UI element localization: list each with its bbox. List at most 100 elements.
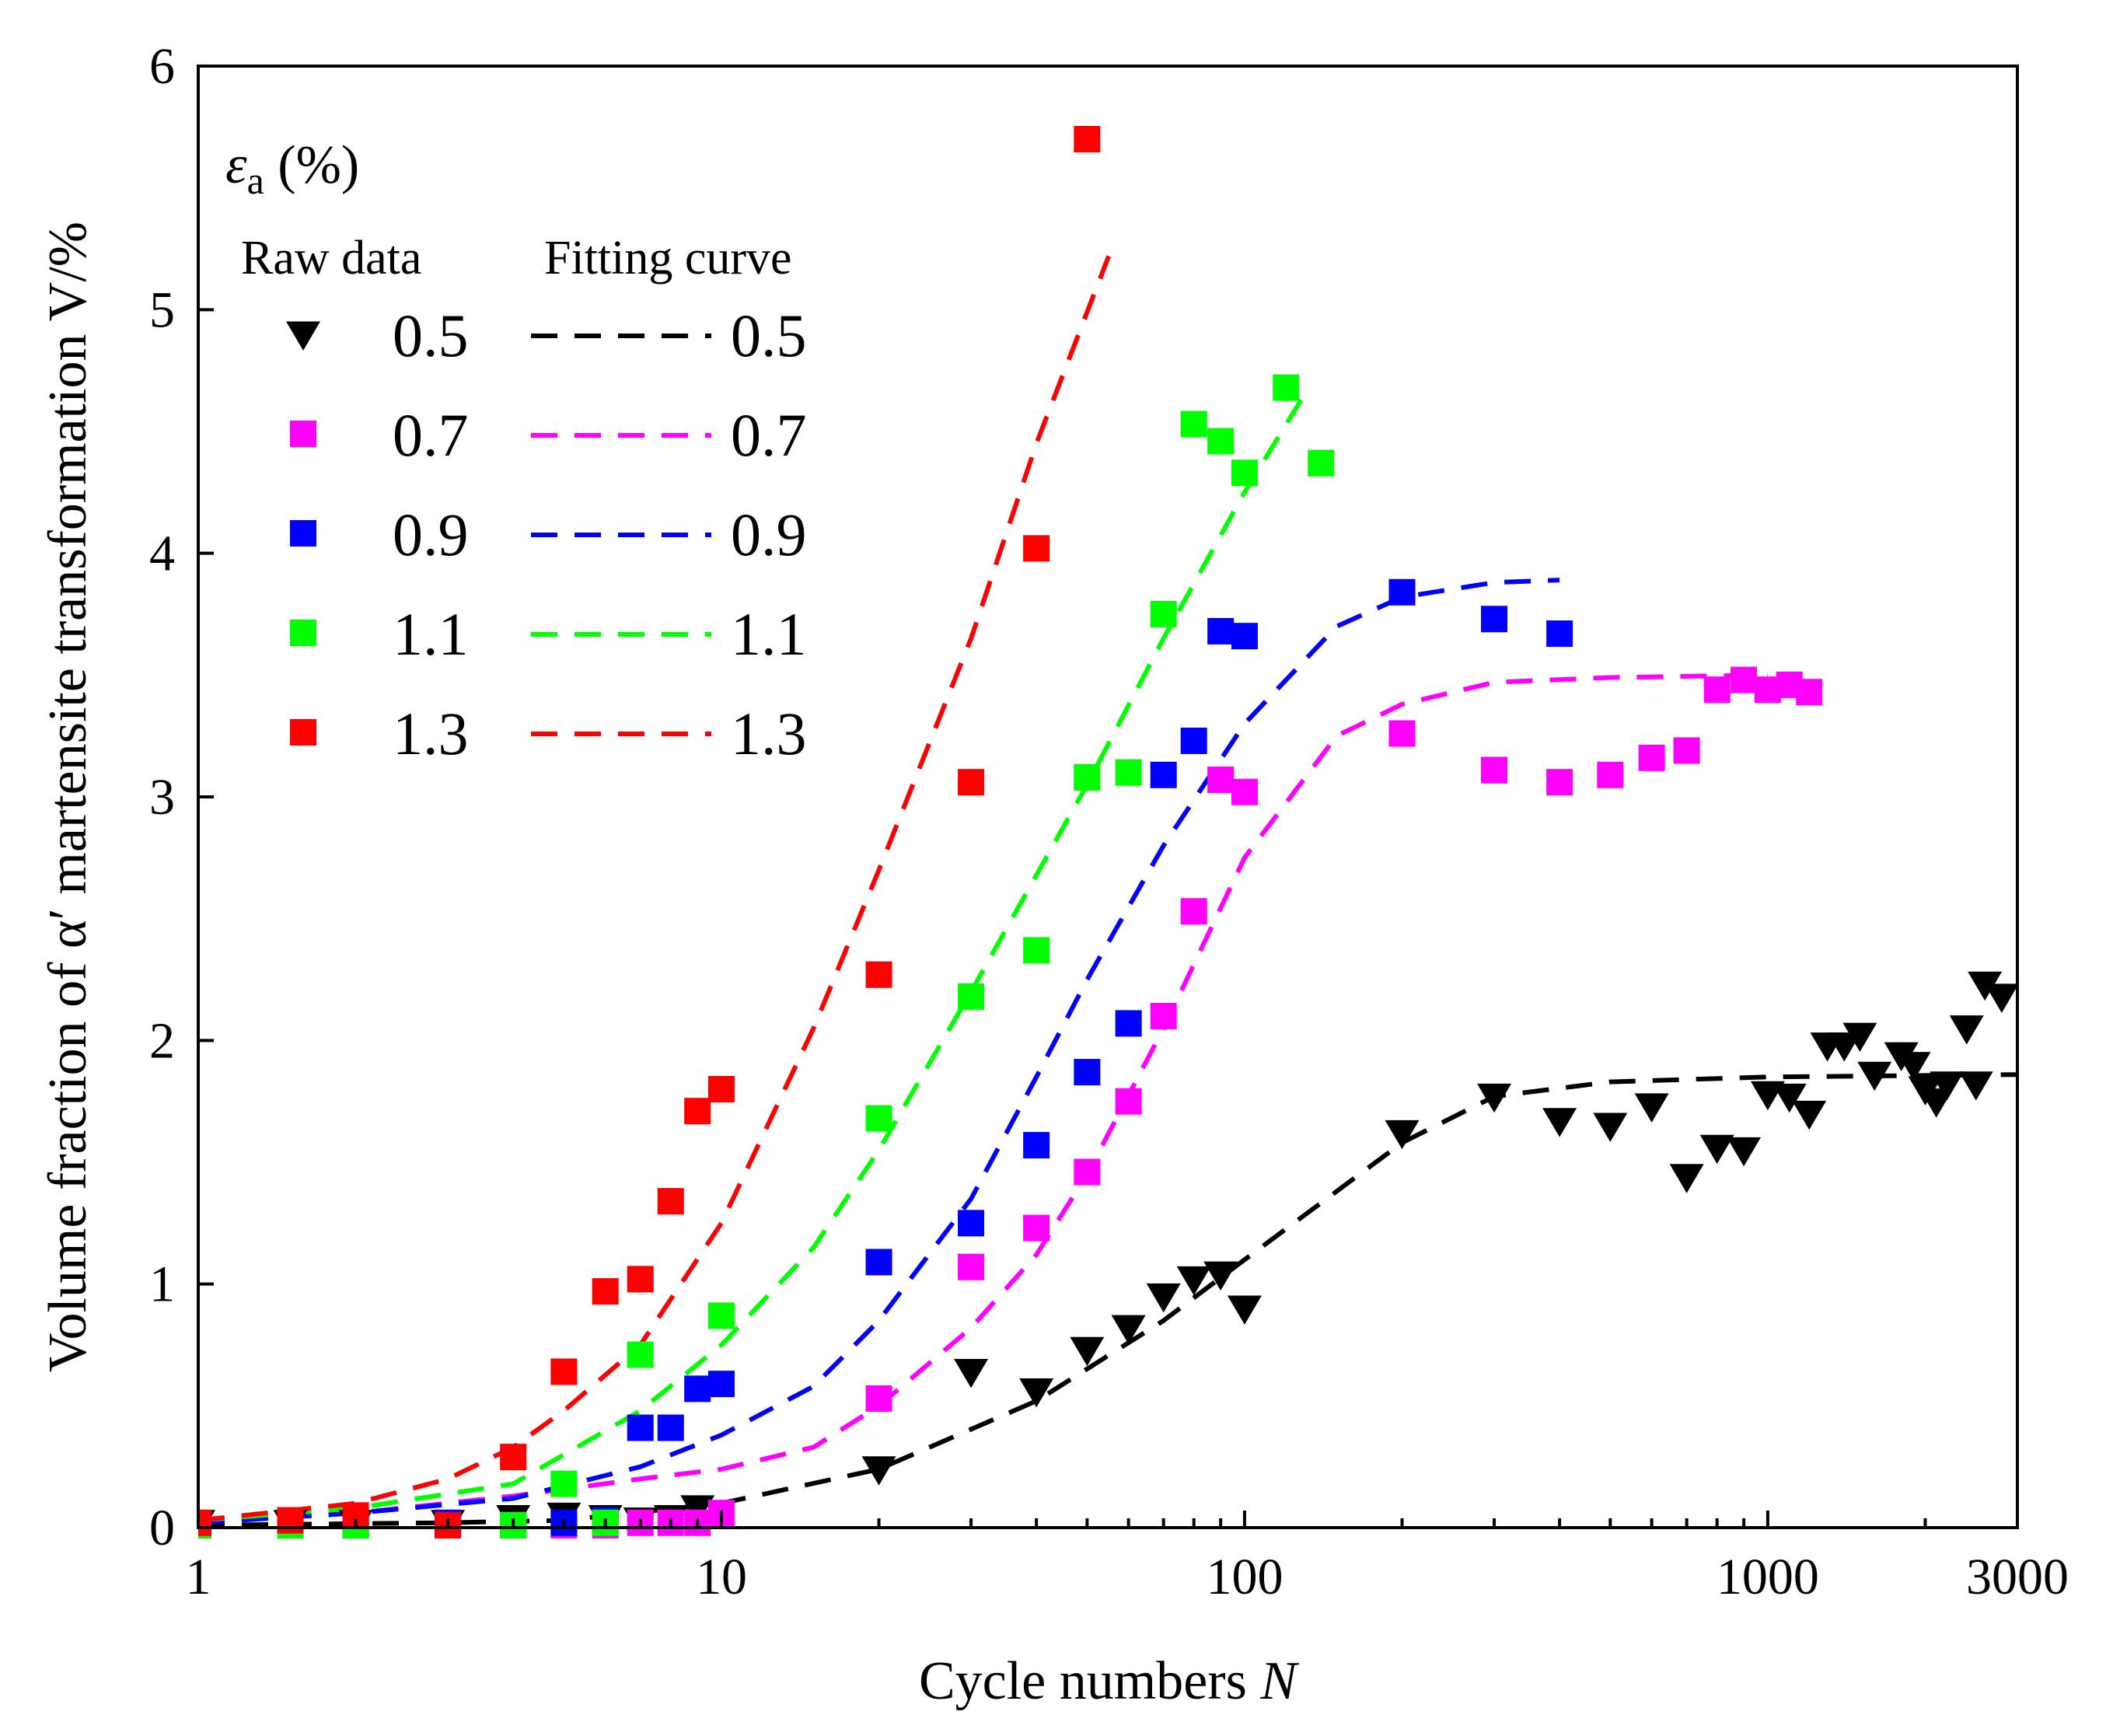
raw-point-1.1 [1180, 410, 1207, 438]
raw-point-1.1 [627, 1341, 654, 1368]
raw-point-0.5 [1593, 1113, 1628, 1142]
raw-point-0.5 [1896, 1052, 1931, 1081]
legend-fit-label: 0.7 [731, 401, 807, 469]
raw-point-1.1 [1273, 374, 1300, 401]
raw-point-0.7 [1546, 769, 1573, 796]
raw-point-1.3 [657, 1188, 684, 1215]
raw-point-1.1 [1308, 449, 1335, 477]
raw-point-0.9 [1023, 1132, 1050, 1159]
legend-fit-label: 1.3 [731, 700, 807, 767]
raw-point-1.3 [1074, 126, 1101, 152]
raw-point-0.5 [1958, 1071, 1993, 1101]
legend-raw-label: 1.3 [393, 700, 469, 767]
y-tick-label: 2 [149, 1012, 175, 1069]
legend-raw-label: 0.9 [393, 501, 469, 568]
raw-point-1.3 [550, 1358, 578, 1385]
raw-point-0.7 [1638, 744, 1665, 771]
raw-point-1.1 [1207, 428, 1235, 455]
raw-point-0.9 [1150, 761, 1177, 788]
raw-point-0.5 [1930, 1071, 1965, 1101]
legend-fit-label: 0.9 [731, 501, 807, 568]
y-tick-label: 4 [149, 526, 175, 582]
raw-point-1.1 [1115, 759, 1142, 786]
raw-point-1.1 [1074, 763, 1101, 791]
raw-point-0.7 [1231, 778, 1258, 805]
raw-point-0.5 [1385, 1119, 1420, 1150]
plot-frame [197, 65, 2019, 1529]
raw-point-0.5 [1727, 1137, 1762, 1167]
y-tick-label: 1 [149, 1256, 175, 1313]
axis-labels: Cycle numbers N Volume fraction of α′ mar… [38, 222, 1299, 1711]
raw-point-0.7 [1703, 676, 1731, 704]
raw-point-0.5 [1227, 1295, 1262, 1325]
y-tick-label: 6 [149, 38, 175, 95]
raw-point-0.7 [1597, 761, 1624, 788]
raw-point-0.7 [1115, 1088, 1142, 1115]
raw-point-0.5 [1070, 1336, 1105, 1367]
raw-point-0.7 [1731, 666, 1758, 693]
x-tick-label: 10 [696, 1549, 747, 1605]
legend-title: εa (%) [225, 135, 359, 202]
raw-point-0.7 [1074, 1158, 1101, 1186]
raw-point-1.3 [958, 769, 985, 796]
raw-point-0.5 [1792, 1100, 1827, 1130]
raw-point-0.9 [1481, 606, 1508, 633]
raw-point-0.5 [1699, 1134, 1734, 1165]
raw-point-0.9 [1180, 727, 1207, 754]
raw-point-0.7 [1207, 767, 1235, 794]
fit-curve-1.1 [198, 393, 1307, 1523]
x-axis-title: Cycle numbers N [919, 1651, 1299, 1711]
raw-point-1.1 [550, 1470, 578, 1497]
raw-point-1.1 [1023, 937, 1050, 964]
raw-point-0.9 [958, 1210, 985, 1237]
raw-point-0.5 [861, 1456, 896, 1486]
raw-point-0.5 [1669, 1164, 1704, 1193]
legend-marker-0.9 [290, 520, 316, 547]
fit-curve-0.7 [198, 672, 1768, 1525]
raw-point-0.9 [1115, 1010, 1142, 1037]
raw-point-0.5 [1842, 1022, 1877, 1052]
raw-point-1.1 [865, 1105, 892, 1132]
legend-marker-1.3 [290, 719, 316, 746]
legend-marker-0.5 [286, 321, 320, 351]
raw-point-0.9 [657, 1414, 684, 1441]
y-tick-label: 3 [149, 769, 175, 826]
raw-point-1.3 [627, 1266, 654, 1293]
legend-marker-1.1 [290, 620, 316, 646]
raw-point-0.7 [1150, 1003, 1177, 1029]
raw-point-0.7 [1796, 679, 1823, 706]
raw-point-0.9 [1231, 623, 1258, 650]
raw-point-0.7 [1388, 720, 1416, 747]
raw-point-1.3 [1023, 535, 1050, 562]
raw-point-0.5 [1019, 1378, 1054, 1408]
raw-point-1.3 [500, 1444, 527, 1471]
legend-fit-header: Fitting curve [544, 232, 792, 285]
x-tick-label: 1 [186, 1549, 211, 1605]
raw-point-0.9 [1388, 578, 1416, 606]
raw-point-1.3 [707, 1076, 735, 1102]
raw-point-0.5 [954, 1358, 989, 1388]
raw-point-1.3 [277, 1507, 304, 1534]
raw-point-1.3 [684, 1098, 711, 1125]
raw-point-1.1 [958, 983, 985, 1010]
raw-point-1.3 [198, 1509, 211, 1536]
raw-point-0.5 [1477, 1083, 1512, 1113]
y-tick-label: 0 [149, 1500, 175, 1556]
raw-point-0.9 [684, 1375, 711, 1402]
raw-point-0.9 [1546, 620, 1573, 648]
legend-raw-header: Raw data [241, 232, 421, 285]
fit-curve-1.3 [198, 255, 1111, 1523]
x-tick-label: 100 [1206, 1549, 1283, 1605]
raw-point-0.9 [707, 1371, 735, 1398]
raw-point-0.9 [1074, 1059, 1101, 1086]
raw-point-0.9 [1207, 617, 1235, 644]
y-tick-label: 5 [149, 281, 175, 338]
raw-point-0.7 [1481, 756, 1508, 784]
legend-raw-label: 1.1 [393, 600, 469, 668]
raw-point-0.5 [1968, 971, 2003, 1001]
raw-point-0.5 [1772, 1083, 1807, 1113]
y-axis-title: Volume fraction of α′ martensite transfo… [38, 222, 98, 1372]
plot-area [198, 126, 2019, 1539]
